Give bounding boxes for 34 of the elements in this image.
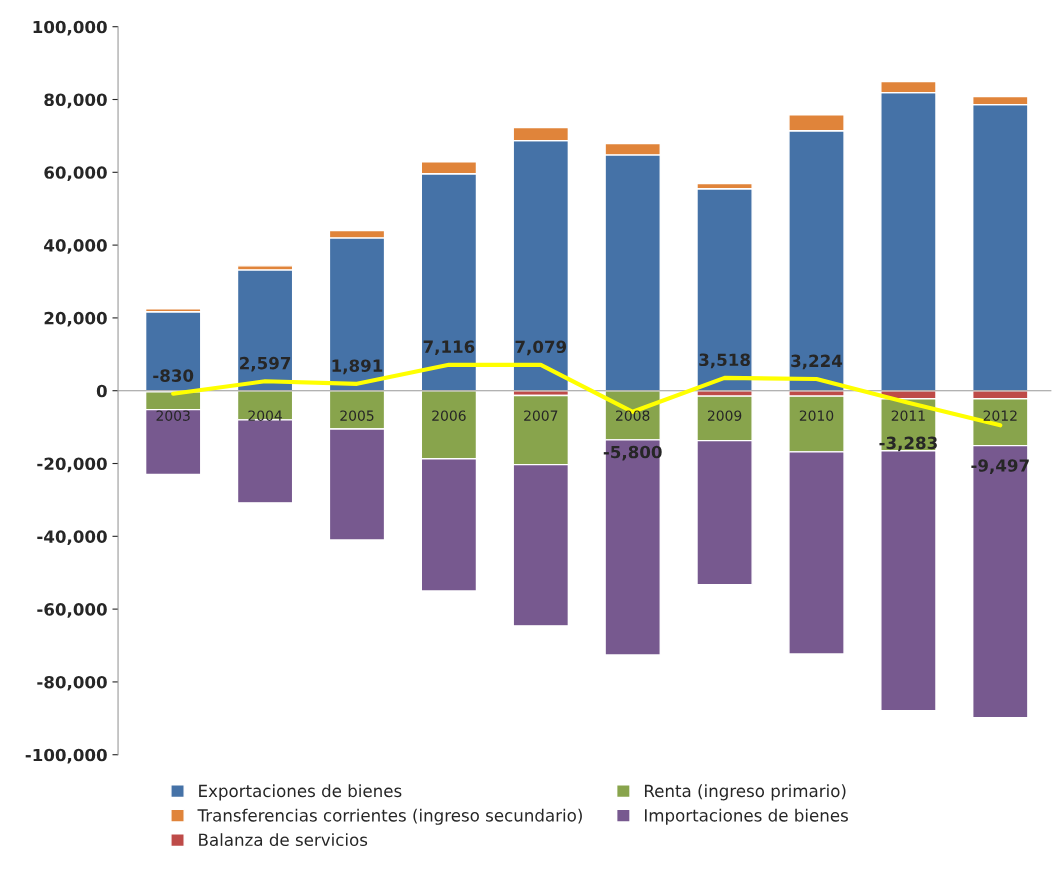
data-label: 3,518 — [699, 353, 750, 369]
x-tick-label: 2011 — [891, 410, 925, 421]
x-tick-label: 2004 — [248, 410, 282, 421]
data-label: 1,891 — [332, 359, 383, 375]
bar — [696, 187, 753, 392]
y-tick-label: 60,000 — [44, 166, 107, 181]
y-tick-label: -100,000 — [25, 748, 107, 764]
y-tick-label: -20,000 — [37, 457, 107, 473]
x-tick-label: 2005 — [340, 410, 374, 421]
x-tick-label: 2008 — [616, 410, 650, 421]
data-label: 2,597 — [240, 356, 291, 372]
y-tick-label: 20,000 — [44, 311, 107, 327]
y-tick-label: 40,000 — [44, 239, 107, 254]
y-tick-label: 80,000 — [44, 93, 107, 109]
y-tick-label: -40,000 — [37, 530, 107, 546]
x-tick-label: 2007 — [524, 410, 558, 421]
y-tick-label: -80,000 — [37, 675, 107, 691]
legend-label: Renta (ingreso primario) — [644, 784, 846, 801]
legend-label: Transferencias corrientes (ingreso secundario) — [197, 808, 582, 825]
x-tick-label: 2009 — [707, 410, 742, 421]
x-tick-label: 2003 — [156, 410, 190, 421]
y-tick-label: -60,000 — [37, 603, 107, 618]
data-label: -830 — [153, 369, 194, 382]
data-label: 7,116 — [423, 340, 475, 356]
y-tick-label: 100,000 — [33, 20, 107, 36]
legend-label: Exportaciones de bienes — [199, 784, 402, 801]
legend-label: Balanza de servicios — [199, 833, 368, 847]
x-tick-label: 2006 — [432, 410, 466, 421]
legend-label: Importaciones de bienes — [644, 808, 848, 825]
data-label: 3,224 — [791, 354, 843, 370]
data-label: 7,079 — [515, 340, 567, 356]
x-tick-label: 2010 — [799, 410, 834, 421]
y-tick-label: 0 — [96, 384, 107, 398]
x-tick-label: 2012 — [983, 410, 1017, 421]
